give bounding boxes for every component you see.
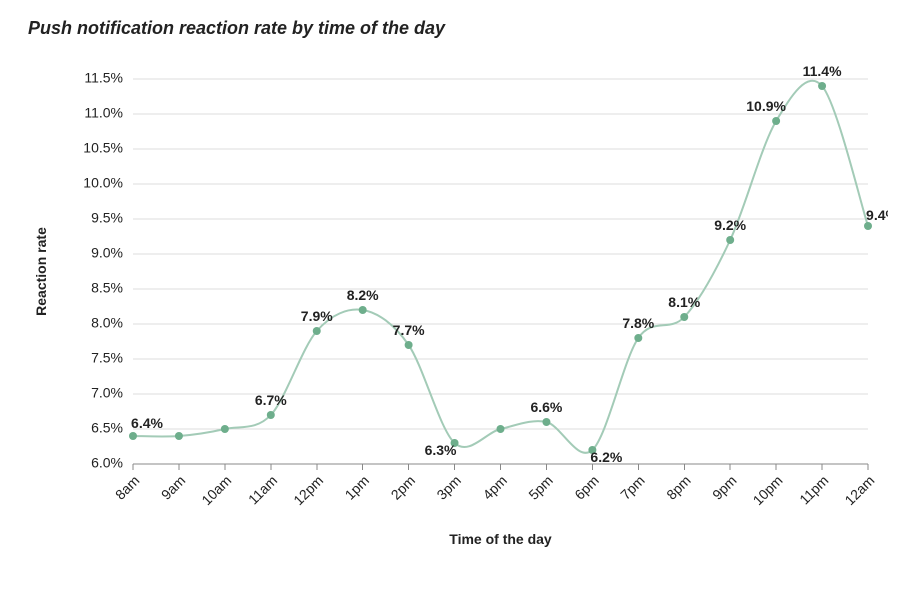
y-tick-label: 7.5%: [91, 350, 123, 366]
data-point: [542, 418, 550, 426]
x-tick-label: 11am: [245, 472, 280, 507]
chart-svg: 6.0% 6.5% 7.0% 7.5% 8.0% 8.5% 9.0% 9.5% 10.0% 10.…: [28, 49, 888, 589]
data-point: [175, 432, 183, 440]
y-tick-label: 9.5%: [91, 210, 123, 226]
x-tick-label: 8am: [112, 472, 143, 503]
x-tick-label: 8pm: [663, 472, 694, 503]
point-label: 6.2%: [590, 449, 622, 465]
x-tick-label: 9am: [158, 472, 189, 503]
point-label: 6.4%: [131, 415, 163, 431]
point-label: 7.7%: [393, 322, 425, 338]
y-tick-label: 10.5%: [83, 140, 123, 156]
series-line: [133, 81, 868, 453]
x-tick-label: 12am: [841, 472, 877, 508]
data-point: [405, 341, 413, 349]
x-tick-label: 1pm: [342, 472, 373, 503]
point-label: 7.9%: [301, 308, 333, 324]
y-tick-label: 10.0%: [83, 175, 123, 191]
data-point: [313, 327, 321, 335]
y-tick-label: 8.0%: [91, 315, 123, 331]
x-axis-title: Time of the day: [449, 531, 552, 547]
point-label: 6.3%: [425, 442, 457, 458]
point-label: 8.2%: [347, 287, 379, 303]
point-label: 10.9%: [746, 98, 786, 114]
x-tick-label: 6pm: [571, 472, 602, 503]
data-point: [772, 117, 780, 125]
chart-title: Push notification reaction rate by time …: [28, 18, 887, 39]
point-label: 6.7%: [255, 392, 287, 408]
data-point: [497, 425, 505, 433]
point-label: 7.8%: [622, 315, 654, 331]
x-tick-label: 9pm: [709, 472, 740, 503]
y-tick-label: 7.0%: [91, 385, 123, 401]
x-tick-label: 4pm: [479, 472, 510, 503]
y-tick-label: 8.5%: [91, 280, 123, 296]
y-tick-label: 6.5%: [91, 420, 123, 436]
point-label: 6.6%: [530, 399, 562, 415]
data-point: [818, 82, 826, 90]
x-tick-label: 10am: [198, 472, 234, 508]
x-tick-label: 11pm: [796, 472, 831, 507]
point-label: 9.2%: [714, 217, 746, 233]
data-point: [359, 306, 367, 314]
point-label: 8.1%: [668, 294, 700, 310]
x-tick-label: 12pm: [290, 472, 326, 508]
data-point: [267, 411, 275, 419]
y-axis-title: Reaction rate: [33, 227, 49, 316]
data-point: [864, 222, 872, 230]
x-tick-label: 3pm: [433, 472, 464, 503]
x-tick-label: 7pm: [617, 472, 648, 503]
x-tick-label: 2pm: [388, 472, 419, 503]
data-point: [726, 236, 734, 244]
data-point: [634, 334, 642, 342]
data-point: [129, 432, 137, 440]
y-tick-label: 11.5%: [84, 70, 123, 86]
data-point: [221, 425, 229, 433]
x-tick-label: 5pm: [525, 472, 556, 503]
y-tick-label: 6.0%: [91, 455, 123, 471]
chart-area: 6.0% 6.5% 7.0% 7.5% 8.0% 8.5% 9.0% 9.5% 10.0% 10.…: [28, 49, 888, 589]
point-label: 9.4%: [866, 207, 888, 223]
y-tick-label: 11.0%: [84, 105, 123, 121]
point-label: 11.4%: [803, 63, 842, 79]
x-tick-label: 10pm: [750, 472, 786, 508]
data-point: [680, 313, 688, 321]
y-tick-label: 9.0%: [91, 245, 123, 261]
